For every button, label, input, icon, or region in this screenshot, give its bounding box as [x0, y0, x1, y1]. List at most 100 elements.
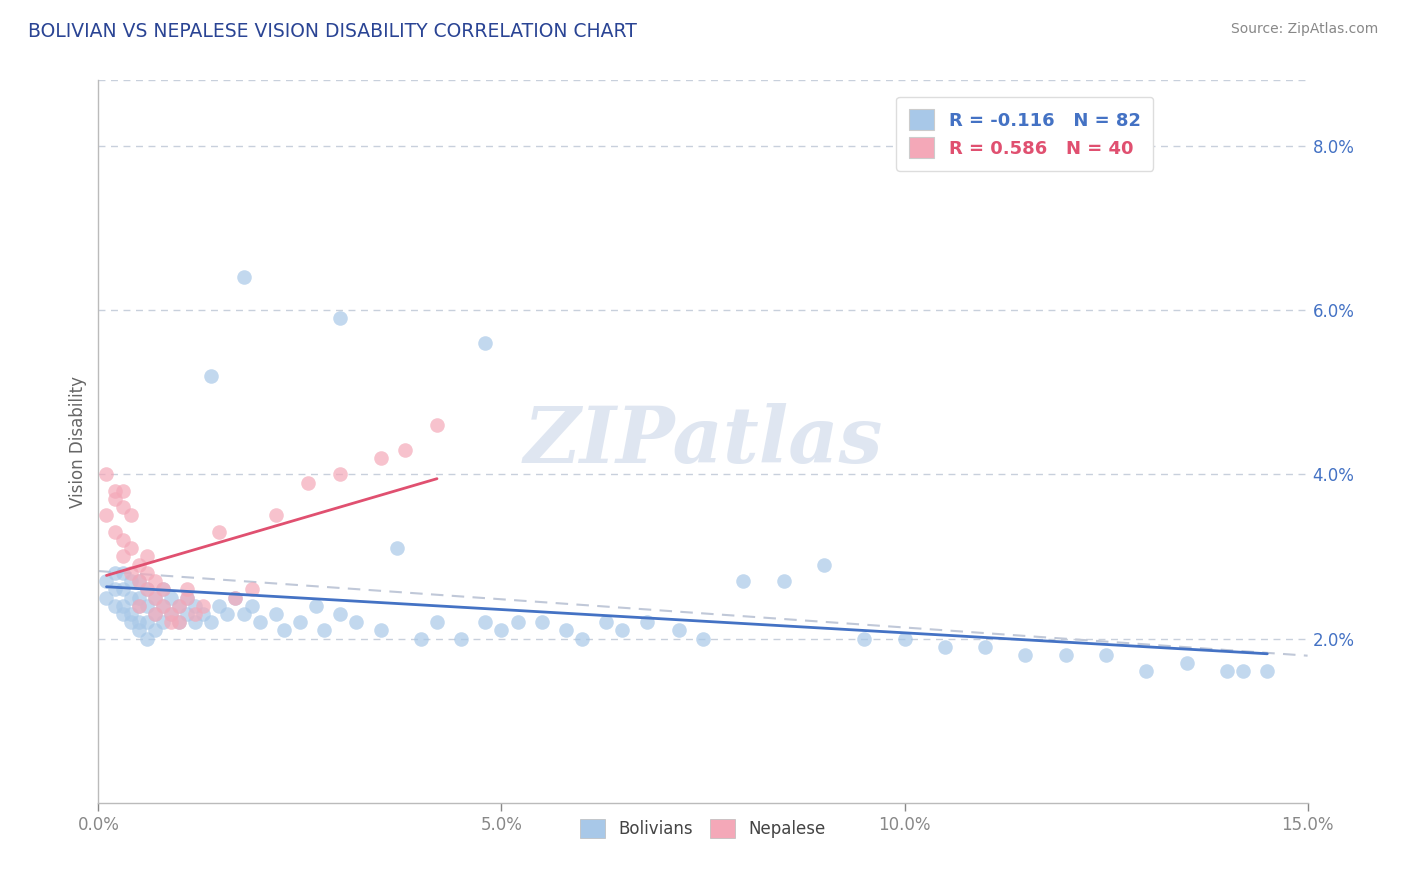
- Point: [184, 607, 207, 621]
- Point: [128, 615, 150, 630]
- Point: [264, 508, 287, 523]
- Point: [240, 599, 263, 613]
- Point: [232, 270, 254, 285]
- Point: [394, 442, 416, 457]
- Point: [1256, 665, 1278, 679]
- Point: [208, 524, 231, 539]
- Point: [128, 599, 150, 613]
- Point: [167, 615, 190, 630]
- Point: [217, 607, 239, 621]
- Point: [135, 599, 157, 613]
- Point: [1216, 665, 1239, 679]
- Point: [176, 582, 198, 597]
- Point: [160, 607, 183, 621]
- Point: [135, 566, 157, 580]
- Text: Source: ZipAtlas.com: Source: ZipAtlas.com: [1230, 22, 1378, 37]
- Point: [135, 549, 157, 564]
- Point: [103, 483, 125, 498]
- Point: [1135, 665, 1157, 679]
- Point: [1232, 665, 1254, 679]
- Point: [329, 607, 352, 621]
- Point: [103, 582, 125, 597]
- Point: [692, 632, 714, 646]
- Point: [111, 607, 134, 621]
- Point: [733, 574, 755, 588]
- Point: [555, 624, 578, 638]
- Point: [184, 615, 207, 630]
- Point: [111, 566, 134, 580]
- Point: [167, 599, 190, 613]
- Point: [426, 418, 449, 433]
- Point: [111, 582, 134, 597]
- Point: [813, 558, 835, 572]
- Point: [96, 467, 118, 482]
- Point: [103, 599, 125, 613]
- Point: [1095, 648, 1118, 662]
- Point: [152, 599, 174, 613]
- Point: [103, 491, 125, 506]
- Point: [1175, 657, 1198, 671]
- Point: [595, 615, 617, 630]
- Point: [571, 632, 593, 646]
- Point: [974, 640, 997, 654]
- Point: [264, 607, 287, 621]
- Point: [167, 599, 190, 613]
- Point: [273, 624, 295, 638]
- Point: [96, 508, 118, 523]
- Point: [200, 368, 222, 383]
- Point: [120, 574, 142, 588]
- Point: [120, 508, 142, 523]
- Point: [893, 632, 915, 646]
- Point: [474, 615, 496, 630]
- Point: [176, 607, 198, 621]
- Point: [167, 615, 190, 630]
- Point: [506, 615, 529, 630]
- Point: [160, 591, 183, 605]
- Point: [450, 632, 472, 646]
- Point: [636, 615, 658, 630]
- Point: [96, 574, 118, 588]
- Text: ZIPatlas: ZIPatlas: [523, 403, 883, 480]
- Point: [152, 582, 174, 597]
- Point: [370, 624, 392, 638]
- Point: [103, 566, 125, 580]
- Point: [128, 574, 150, 588]
- Point: [135, 582, 157, 597]
- Point: [208, 599, 231, 613]
- Point: [772, 574, 794, 588]
- Point: [193, 599, 215, 613]
- Point: [135, 582, 157, 597]
- Point: [111, 500, 134, 515]
- Point: [176, 591, 198, 605]
- Point: [128, 624, 150, 638]
- Point: [329, 467, 352, 482]
- Point: [111, 483, 134, 498]
- Point: [1054, 648, 1077, 662]
- Point: [160, 607, 183, 621]
- Point: [128, 574, 150, 588]
- Point: [152, 599, 174, 613]
- Point: [668, 624, 690, 638]
- Point: [474, 336, 496, 351]
- Point: [232, 607, 254, 621]
- Point: [143, 591, 166, 605]
- Point: [120, 591, 142, 605]
- Point: [249, 615, 271, 630]
- Point: [176, 591, 198, 605]
- Point: [193, 607, 215, 621]
- Point: [120, 615, 142, 630]
- Point: [409, 632, 432, 646]
- Point: [385, 541, 408, 556]
- Point: [143, 607, 166, 621]
- Point: [135, 615, 157, 630]
- Point: [853, 632, 876, 646]
- Point: [491, 624, 513, 638]
- Point: [200, 615, 222, 630]
- Legend: Bolivians, Nepalese: Bolivians, Nepalese: [574, 813, 832, 845]
- Point: [288, 615, 311, 630]
- Point: [128, 599, 150, 613]
- Y-axis label: Vision Disability: Vision Disability: [69, 376, 87, 508]
- Text: BOLIVIAN VS NEPALESE VISION DISABILITY CORRELATION CHART: BOLIVIAN VS NEPALESE VISION DISABILITY C…: [28, 22, 637, 41]
- Point: [135, 632, 157, 646]
- Point: [152, 615, 174, 630]
